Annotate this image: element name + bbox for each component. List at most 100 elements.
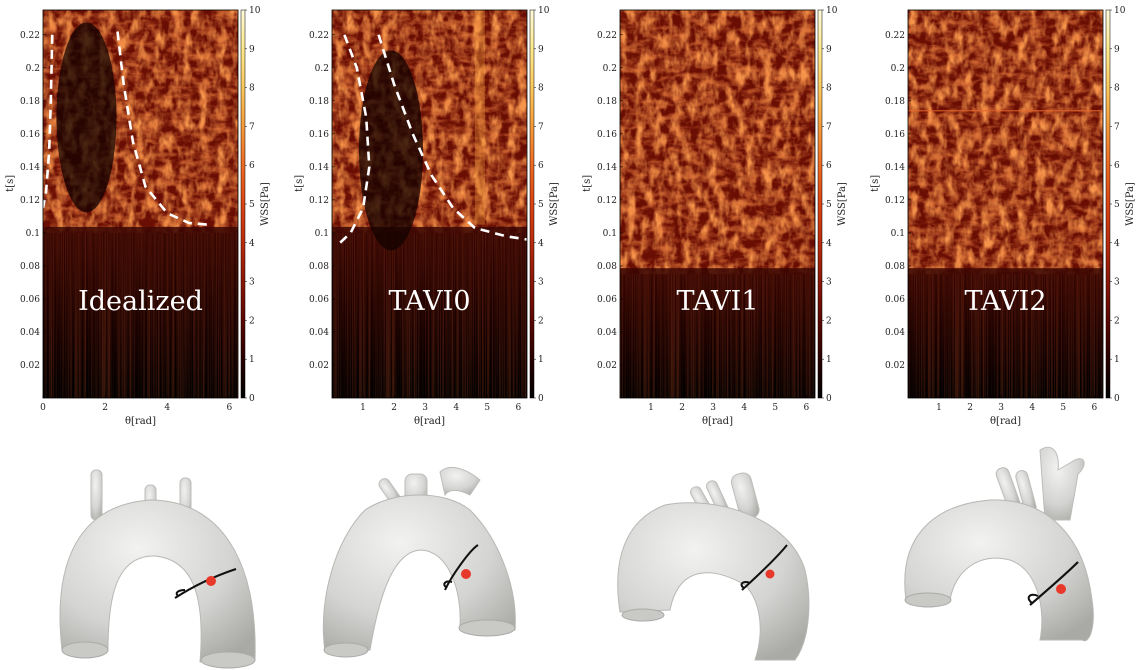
y-tick-label: 0.18 (597, 97, 617, 107)
y-tick-label: 0.08 (20, 262, 40, 272)
y-tick-label: 0.04 (309, 328, 329, 338)
x-tick-label: 5 (1060, 403, 1066, 413)
x-tick-label: 3 (710, 403, 716, 413)
aorta-render-tavi0 (322, 467, 516, 658)
y-tick-label: 0.18 (20, 97, 40, 107)
y-tick-label: 0.04 (885, 328, 905, 338)
y-tick-label: 0.18 (309, 97, 329, 107)
x-tick-label: 6 (226, 403, 232, 413)
y-axis-label: t[s] (870, 175, 881, 192)
y-tick-label: 0.1 (891, 229, 905, 239)
plot-frame (42, 9, 239, 399)
colorbar-tick-label: 8 (1114, 84, 1120, 94)
colorbar-label: WSS[Pa] (260, 182, 271, 226)
x-tick-label: 0 (40, 403, 46, 413)
plot-frame (331, 9, 528, 399)
x-tick-label: 1 (648, 403, 654, 413)
y-tick-label: 0.14 (885, 163, 905, 173)
colorbar-tick-label: 3 (826, 278, 832, 288)
colorbar-tick-label: 4 (249, 239, 255, 249)
colorbar-tick-label: 5 (538, 200, 544, 210)
y-tick-label: 0.1 (315, 229, 329, 239)
case-label: TAVI0 (388, 286, 470, 317)
colorbar-tick-label: 0 (1114, 394, 1120, 404)
y-tick-label: 0.1 (26, 229, 40, 239)
x-tick-label: 6 (515, 403, 521, 413)
x-tick-label: 2 (679, 403, 685, 413)
x-tick-label: 3 (998, 403, 1004, 413)
colorbar-tick-label: 0 (249, 394, 255, 404)
y-tick-label: 0.16 (885, 130, 905, 140)
colorbar-tick-label: 6 (249, 161, 255, 171)
heatmap-field (332, 10, 527, 398)
colorbar-label: WSS[Pa] (837, 182, 848, 226)
y-tick-label: 0.22 (20, 31, 40, 41)
x-tick-label: 1 (936, 403, 942, 413)
colorbar-tick-label: 10 (538, 6, 550, 16)
colorbar-tick-label: 7 (538, 122, 544, 132)
colorbar-tick-label: 2 (826, 316, 832, 326)
aorta-render-tavi1 (617, 472, 810, 661)
y-tick-label: 0.22 (309, 31, 329, 41)
x-axis-label: θ[rad] (702, 416, 733, 427)
y-axis-label: t[s] (294, 175, 305, 192)
y-tick-label: 0.2 (315, 64, 329, 74)
y-tick-label: 0.12 (309, 196, 329, 206)
colorbar-tick-label: 9 (249, 45, 255, 55)
colorbar-tick-label: 6 (538, 161, 544, 171)
x-tick-label: 2 (967, 403, 973, 413)
y-tick-label: 0.04 (597, 328, 617, 338)
y-tick-label: 0.06 (597, 295, 617, 305)
x-tick-label: 4 (1029, 403, 1035, 413)
y-tick-label: 0.08 (597, 262, 617, 272)
colorbar-tick-label: 7 (826, 122, 832, 132)
colorbar-tick-label: 4 (538, 239, 544, 249)
plot-frame (907, 9, 1104, 399)
colorbar-tick-label: 1 (538, 355, 544, 365)
x-tick-label: 5 (484, 403, 490, 413)
x-tick-label: 5 (772, 403, 778, 413)
dashed-boundary-curve (116, 31, 208, 226)
colorbar-tick-label: 9 (826, 45, 832, 55)
y-tick-label: 0.12 (597, 196, 617, 206)
colorbar-label: WSS[Pa] (1125, 182, 1136, 226)
x-tick-label: 6 (803, 403, 809, 413)
plot-frame (619, 9, 816, 399)
x-tick-label: 2 (391, 403, 397, 413)
x-axis-label: θ[rad] (990, 416, 1021, 427)
aorta-render-tavi2 (904, 446, 1094, 642)
colorbar-tick-label: 0 (826, 394, 832, 404)
wss-heatmap-2: TAVI1 0.02 0.04 0.06 0.08 0.1 0.12 0.14 0.16 0.18… (582, 6, 848, 427)
colorbar-tick-label: 9 (538, 45, 544, 55)
x-tick-label: 2 (102, 403, 108, 413)
y-tick-label: 0.2 (26, 64, 40, 74)
x-tick-label: 4 (164, 403, 170, 413)
colorbar-tick-label: 4 (826, 239, 832, 249)
colorbar-tick-label: 9 (1114, 45, 1120, 55)
colorbar-tick-label: 7 (249, 122, 255, 132)
y-tick-label: 0.02 (309, 361, 329, 371)
colorbar-tick-label: 3 (249, 278, 255, 288)
x-tick-label: 4 (453, 403, 459, 413)
colorbar-tick-label: 8 (249, 84, 255, 94)
y-tick-label: 0.2 (603, 64, 617, 74)
y-tick-label: 0.2 (891, 64, 905, 74)
wss-heatmap-0: Idealized 0.02 0.04 0.06 0.08 0.1 0.12 0.14 0.16… (5, 6, 271, 427)
colorbar (1105, 9, 1111, 399)
x-tick-label: 4 (741, 403, 747, 413)
y-tick-label: 0.16 (597, 130, 617, 140)
y-tick-label: 0.06 (20, 295, 40, 305)
colorbar-tick-label: 0 (538, 394, 544, 404)
y-tick-label: 0.14 (20, 163, 40, 173)
colorbar-tick-label: 5 (1114, 200, 1120, 210)
y-tick-label: 0.02 (885, 361, 905, 371)
colorbar-tick-label: 5 (826, 200, 832, 210)
y-tick-label: 0.02 (20, 361, 40, 371)
y-axis-label: t[s] (5, 175, 16, 192)
heatmap-field (908, 10, 1103, 398)
colorbar-tick-label: 6 (1114, 161, 1120, 171)
heatmap-field (620, 10, 815, 398)
y-tick-label: 0.14 (597, 163, 617, 173)
colorbar-tick-label: 8 (826, 84, 832, 94)
colorbar-tick-label: 4 (1114, 239, 1120, 249)
